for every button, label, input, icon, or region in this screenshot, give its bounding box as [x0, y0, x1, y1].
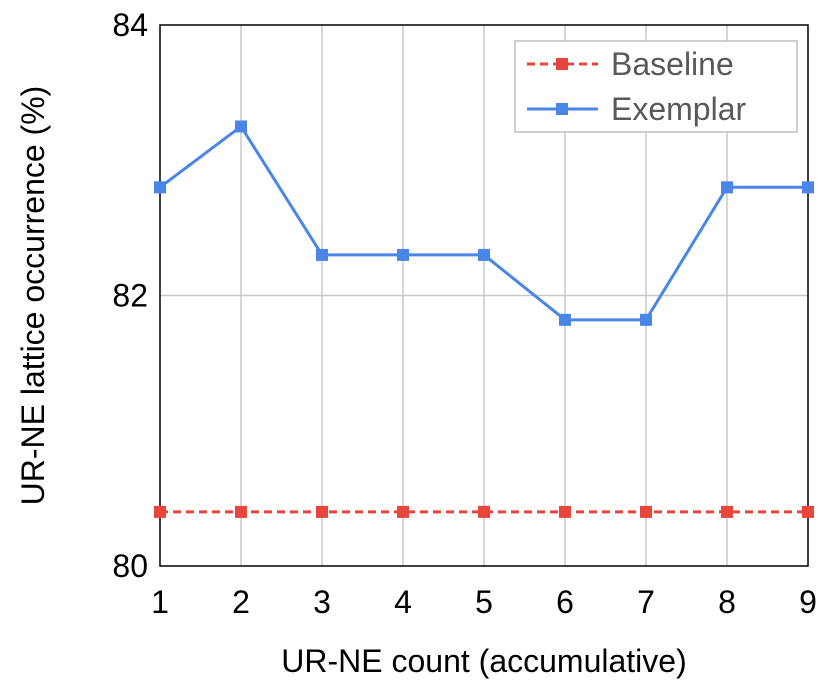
- data-point: [802, 505, 814, 518]
- x-tick-label: 6: [556, 584, 574, 620]
- legend-marker: [556, 58, 568, 70]
- legend: Baseline Exemplar: [514, 40, 798, 133]
- legend-marker: [556, 103, 568, 115]
- x-tick-label: 1: [151, 584, 169, 620]
- data-point: [640, 505, 652, 518]
- data-point: [802, 181, 814, 194]
- data-point: [235, 120, 247, 133]
- data-point: [478, 248, 490, 261]
- plot-area: [159, 24, 809, 567]
- data-point: [640, 313, 652, 326]
- data-point: [397, 248, 409, 261]
- legend-item-baseline: Baseline: [527, 46, 734, 82]
- y-tick-label: 82: [112, 278, 148, 314]
- x-tick-label: 4: [394, 584, 412, 620]
- series-layer: [154, 120, 814, 518]
- x-tick-label: 5: [475, 584, 493, 620]
- legend-box: [514, 40, 798, 133]
- data-point: [559, 505, 571, 518]
- data-point: [559, 313, 571, 326]
- y-axis-title: UR-NE lattice occurrence (%): [15, 86, 51, 506]
- legend-item-exemplar: Exemplar: [527, 91, 747, 127]
- data-point: [316, 248, 328, 261]
- x-tick-label: 3: [313, 584, 331, 620]
- x-tick-label: 9: [799, 584, 817, 620]
- y-tick-label: 84: [112, 7, 148, 43]
- data-point: [154, 505, 166, 518]
- x-tick-label: 8: [718, 584, 736, 620]
- data-point: [154, 181, 166, 194]
- y-tick-label: 80: [112, 548, 148, 584]
- data-point: [721, 505, 733, 518]
- x-tick-label: 7: [637, 584, 655, 620]
- data-point: [478, 505, 490, 518]
- legend-label: Baseline: [611, 46, 734, 82]
- data-point: [235, 505, 247, 518]
- legend-label: Exemplar: [611, 91, 747, 127]
- data-point: [397, 505, 409, 518]
- x-axis-title: UR-NE count (accumulative): [281, 643, 686, 679]
- data-point: [721, 181, 733, 194]
- x-tick-label: 2: [232, 584, 250, 620]
- series-exemplar: [154, 120, 814, 326]
- tick-labels: 1 2 3 4 5 6 7 8 9 80 82 84: [112, 7, 816, 620]
- series-baseline: [154, 505, 814, 518]
- data-point: [316, 505, 328, 518]
